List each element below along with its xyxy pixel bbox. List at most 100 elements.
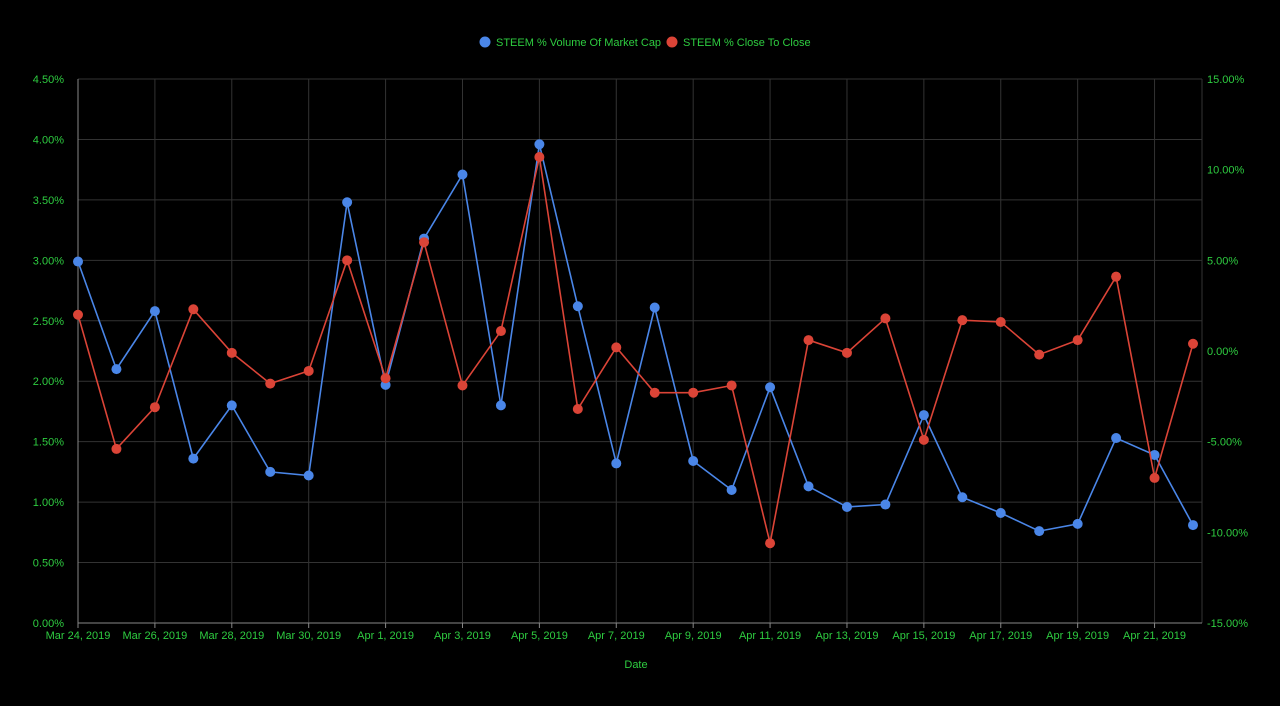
data-point[interactable] xyxy=(1072,518,1083,529)
data-point[interactable] xyxy=(841,347,852,358)
legend-item[interactable]: STEEM % Volume Of Market Cap xyxy=(479,36,662,50)
data-point[interactable] xyxy=(188,453,199,464)
x-tick-label: Mar 24, 2019 xyxy=(46,630,111,642)
data-point[interactable] xyxy=(226,400,237,411)
data-point[interactable] xyxy=(611,342,622,353)
data-point[interactable] xyxy=(265,466,276,477)
data-point[interactable] xyxy=(880,313,891,324)
x-tick-label: Apr 21, 2019 xyxy=(1123,630,1186,642)
data-point[interactable] xyxy=(957,492,968,503)
data-point[interactable] xyxy=(611,458,622,469)
x-tick-label: Apr 7, 2019 xyxy=(588,630,645,642)
data-point[interactable] xyxy=(1034,349,1045,360)
series-2 xyxy=(73,151,1198,549)
data-point[interactable] xyxy=(303,365,314,376)
data-point[interactable] xyxy=(1034,526,1045,537)
y-left-tick-label: 4.00% xyxy=(33,134,64,146)
data-point[interactable] xyxy=(457,380,468,391)
data-point[interactable] xyxy=(1149,449,1160,460)
data-point[interactable] xyxy=(841,501,852,512)
y-right-tick-label: 0.00% xyxy=(1207,346,1238,358)
data-point[interactable] xyxy=(572,404,583,415)
data-point[interactable] xyxy=(149,402,160,413)
data-point[interactable] xyxy=(149,306,160,317)
x-tick-label: Apr 19, 2019 xyxy=(1046,630,1109,642)
legend-item[interactable]: STEEM % Close To Close xyxy=(666,36,811,50)
data-point[interactable] xyxy=(880,499,891,510)
grid xyxy=(77,78,1203,624)
data-point[interactable] xyxy=(803,481,814,492)
data-point[interactable] xyxy=(342,197,353,208)
legend-label: STEEM % Volume Of Market Cap xyxy=(496,37,661,49)
data-point[interactable] xyxy=(688,387,699,398)
x-tick-label: Apr 9, 2019 xyxy=(665,630,722,642)
data-point[interactable] xyxy=(803,335,814,346)
data-point[interactable] xyxy=(1072,335,1083,346)
data-point[interactable] xyxy=(111,443,122,454)
data-point[interactable] xyxy=(688,456,699,467)
series-line xyxy=(77,156,1194,544)
data-point[interactable] xyxy=(649,387,660,398)
data-point[interactable] xyxy=(419,237,430,248)
y-right-tick-label: -5.00% xyxy=(1207,437,1242,449)
data-point[interactable] xyxy=(918,410,929,421)
data-point[interactable] xyxy=(226,347,237,358)
x-tick-label: Apr 3, 2019 xyxy=(434,630,491,642)
y-left-tick-label: 0.00% xyxy=(33,618,64,630)
data-point[interactable] xyxy=(534,139,545,150)
data-point[interactable] xyxy=(918,434,929,445)
data-point[interactable] xyxy=(188,304,199,315)
data-point[interactable] xyxy=(73,309,83,320)
data-point[interactable] xyxy=(1111,271,1122,282)
data-point[interactable] xyxy=(73,256,83,267)
y-left-tick-label: 1.00% xyxy=(33,497,64,509)
data-point[interactable] xyxy=(495,326,506,337)
x-tick-label: Apr 15, 2019 xyxy=(892,630,955,642)
data-point[interactable] xyxy=(534,151,545,162)
data-point[interactable] xyxy=(1111,433,1122,444)
legend-label: STEEM % Close To Close xyxy=(683,37,811,49)
y-left-tick-label: 2.50% xyxy=(33,316,64,328)
axes: 0.00% 0.50% 1.00% 1.50% 2.00% 2.50% 3.00% 3.50%… xyxy=(33,74,1248,642)
data-point[interactable] xyxy=(765,382,776,393)
x-tick-label: Mar 26, 2019 xyxy=(122,630,187,642)
y-left-tick-label: 3.00% xyxy=(33,255,64,267)
data-point[interactable] xyxy=(726,485,737,496)
data-point[interactable] xyxy=(495,400,506,411)
x-axis-title: Date xyxy=(624,659,647,671)
data-point[interactable] xyxy=(726,380,737,391)
data-point[interactable] xyxy=(1188,338,1198,349)
data-point[interactable] xyxy=(380,373,391,384)
y-left-tick-label: 0.50% xyxy=(33,558,64,570)
data-point[interactable] xyxy=(649,302,660,313)
y-right-tick-label: 10.00% xyxy=(1207,165,1245,177)
legend: STEEM % Volume Of Market Cap STEEM % Clos… xyxy=(479,36,811,50)
data-point[interactable] xyxy=(572,301,583,312)
data-point[interactable] xyxy=(342,255,353,266)
data-point[interactable] xyxy=(111,364,122,375)
legend-marker xyxy=(666,36,678,48)
y-left-tick-label: 4.50% xyxy=(33,74,64,86)
y-left-tick-label: 2.00% xyxy=(33,376,64,388)
legend-marker xyxy=(479,36,491,48)
data-point[interactable] xyxy=(265,378,276,389)
data-point[interactable] xyxy=(957,315,968,326)
data-point[interactable] xyxy=(1188,520,1198,531)
x-tick-label: Mar 30, 2019 xyxy=(276,630,341,642)
data-point[interactable] xyxy=(303,470,314,481)
x-tick-label: Apr 17, 2019 xyxy=(969,630,1032,642)
y-left-tick-label: 3.50% xyxy=(33,195,64,207)
y-right-tick-label: -15.00% xyxy=(1207,618,1248,630)
data-point[interactable] xyxy=(995,507,1006,518)
series-lines xyxy=(73,139,1198,549)
data-point[interactable] xyxy=(765,538,776,549)
data-point[interactable] xyxy=(1149,472,1160,483)
x-tick-label: Apr 1, 2019 xyxy=(357,630,414,642)
y-right-tick-label: 5.00% xyxy=(1207,255,1238,267)
x-tick-label: Apr 5, 2019 xyxy=(511,630,568,642)
y-left-tick-label: 1.50% xyxy=(33,437,64,449)
data-point[interactable] xyxy=(457,169,468,180)
data-point[interactable] xyxy=(995,316,1006,327)
